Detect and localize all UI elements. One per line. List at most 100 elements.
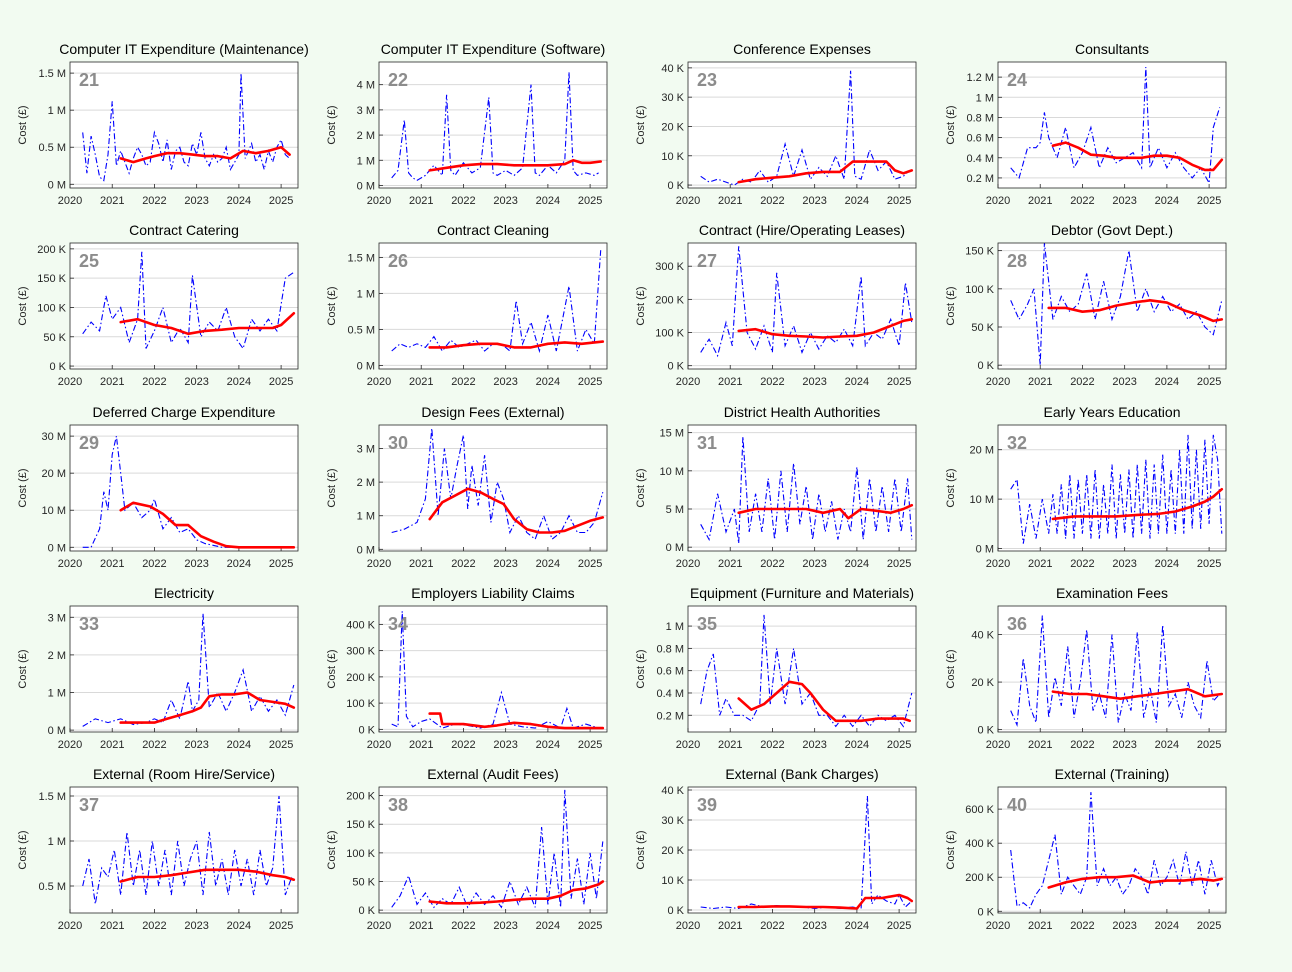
trend-series-line xyxy=(428,159,603,172)
x-tick-label: 2022 xyxy=(760,739,784,751)
y-tick-label: 50 K xyxy=(352,877,375,889)
plot-area xyxy=(70,787,298,913)
y-tick-label: 5 M xyxy=(666,504,684,516)
y-axis-label: Cost (£) xyxy=(326,286,338,325)
panel-number: 29 xyxy=(79,433,99,453)
y-axis-label: Cost (£) xyxy=(945,468,957,507)
x-tick-label: 2021 xyxy=(1028,920,1052,932)
y-tick-label: 50 K xyxy=(43,332,66,344)
x-tick-label: 2020 xyxy=(58,558,82,570)
x-tick-label: 2022 xyxy=(142,739,166,751)
x-tick-label: 2020 xyxy=(58,920,82,932)
axes-box xyxy=(687,605,917,733)
y-tick-label: 1.5 M xyxy=(38,791,66,803)
chart-title: External (Training) xyxy=(1055,766,1170,782)
chart-panel-24: 0.2 M 0.4 M 0.6 M 0.8 M 1 M 1.2 M 2020 2021 2022… xyxy=(945,41,1227,207)
monthly-series-line xyxy=(391,428,604,541)
monthly-series-line xyxy=(700,246,913,358)
x-tick-label: 2023 xyxy=(493,558,517,570)
y-axis-label: Cost (£) xyxy=(326,105,338,144)
chart-panel-28: 0 K 50 K 100 K 150 K 2020 2021 2022 2023 2024 202… xyxy=(945,222,1227,388)
chart-title: Computer IT Expenditure (Maintenance) xyxy=(59,41,309,57)
y-tick-label: 200 K xyxy=(346,791,375,803)
y-tick-label: 0 M xyxy=(666,542,684,554)
y-tick-label: 0 M xyxy=(48,179,66,191)
monthly-series-line xyxy=(82,73,290,182)
x-tick-label: 2020 xyxy=(986,739,1010,751)
x-tick-label: 2025 xyxy=(269,558,293,570)
plot-area xyxy=(688,243,916,369)
y-tick-label: 0 K xyxy=(667,361,684,373)
y-tick-label: 0.5 M xyxy=(347,324,375,336)
x-tick-label: 2021 xyxy=(718,558,742,570)
monthly-series-line xyxy=(391,250,602,354)
x-tick-label: 2023 xyxy=(1112,739,1136,751)
monthly-series-line xyxy=(700,70,911,186)
y-tick-label: 30 K xyxy=(661,92,684,104)
trend-series-line xyxy=(1051,141,1224,172)
chart-panel-39: 0 K 10 K 20 K 30 K 40 K 2020 2021 2022 2023 2024 2… xyxy=(635,766,917,932)
y-axis-label: Cost (£) xyxy=(945,286,957,325)
x-tick-label: 2022 xyxy=(760,376,784,388)
x-tick-label: 2021 xyxy=(409,376,433,388)
x-tick-label: 2023 xyxy=(802,739,826,751)
chart-panel-34: 0 K 100 K 200 K 300 K 400 K 2020 2021 2022 2023 2… xyxy=(326,585,608,751)
y-tick-label: 0 K xyxy=(977,360,994,372)
y-tick-label: 0.5 M xyxy=(38,142,66,154)
x-tick-label: 2021 xyxy=(100,558,124,570)
x-tick-label: 2021 xyxy=(409,739,433,751)
x-tick-label: 2024 xyxy=(227,376,251,388)
axes-box xyxy=(997,605,1227,733)
x-tick-label: 2025 xyxy=(578,739,602,751)
panel-number: 31 xyxy=(697,433,717,453)
y-tick-label: 200 K xyxy=(965,872,994,884)
panel-number: 39 xyxy=(697,795,717,815)
x-tick-label: 2020 xyxy=(986,920,1010,932)
trend-series-line xyxy=(119,868,296,883)
y-tick-label: 1 M xyxy=(357,511,375,523)
x-tick-label: 2022 xyxy=(142,920,166,932)
x-tick-label: 2020 xyxy=(986,376,1010,388)
panel-number: 37 xyxy=(79,795,99,815)
y-tick-label: 15 M xyxy=(660,428,684,440)
y-tick-label: 0.4 M xyxy=(656,688,684,700)
panel-number: 30 xyxy=(388,433,408,453)
monthly-series-line xyxy=(391,72,599,182)
y-axis-label: Cost (£) xyxy=(635,105,647,144)
y-tick-label: 10 M xyxy=(660,466,684,478)
chart-title: Contract Cleaning xyxy=(437,222,549,238)
trend-series-line xyxy=(119,311,296,336)
y-tick-label: 600 K xyxy=(965,804,994,816)
trend-series-line xyxy=(428,712,605,730)
axes-box xyxy=(997,242,1227,370)
chart-title: Consultants xyxy=(1075,41,1149,57)
x-tick-label: 2021 xyxy=(1028,739,1052,751)
chart-title: Conference Expenses xyxy=(733,41,871,57)
x-tick-label: 2024 xyxy=(227,920,251,932)
x-tick-label: 2021 xyxy=(718,376,742,388)
axes-box xyxy=(378,786,608,914)
y-tick-label: 0.2 M xyxy=(656,710,684,722)
y-tick-label: 0 M xyxy=(357,544,375,556)
y-axis-label: Cost (£) xyxy=(326,468,338,507)
y-tick-label: 20 M xyxy=(42,468,66,480)
x-tick-label: 2022 xyxy=(1070,558,1094,570)
plot-area xyxy=(70,606,298,732)
y-axis-label: Cost (£) xyxy=(17,286,29,325)
panel-number: 33 xyxy=(79,614,99,634)
y-tick-label: 100 K xyxy=(655,328,684,340)
x-tick-label: 2024 xyxy=(845,195,869,207)
plot-area xyxy=(688,606,916,732)
trend-series-line xyxy=(737,680,912,723)
y-tick-label: 1.2 M xyxy=(966,72,994,84)
y-tick-label: 10 K xyxy=(661,875,684,887)
chart-panel-30: 0 M 1 M 2 M 3 M 2020 2021 2022 2023 2024 2025 30 De… xyxy=(326,404,608,570)
chart-title: Electricity xyxy=(154,585,214,601)
x-tick-label: 2025 xyxy=(578,376,602,388)
panel-number: 25 xyxy=(79,251,99,271)
y-tick-label: 0 K xyxy=(358,905,375,917)
trend-series-line xyxy=(737,893,914,910)
x-tick-label: 2020 xyxy=(986,558,1010,570)
x-tick-label: 2020 xyxy=(676,920,700,932)
